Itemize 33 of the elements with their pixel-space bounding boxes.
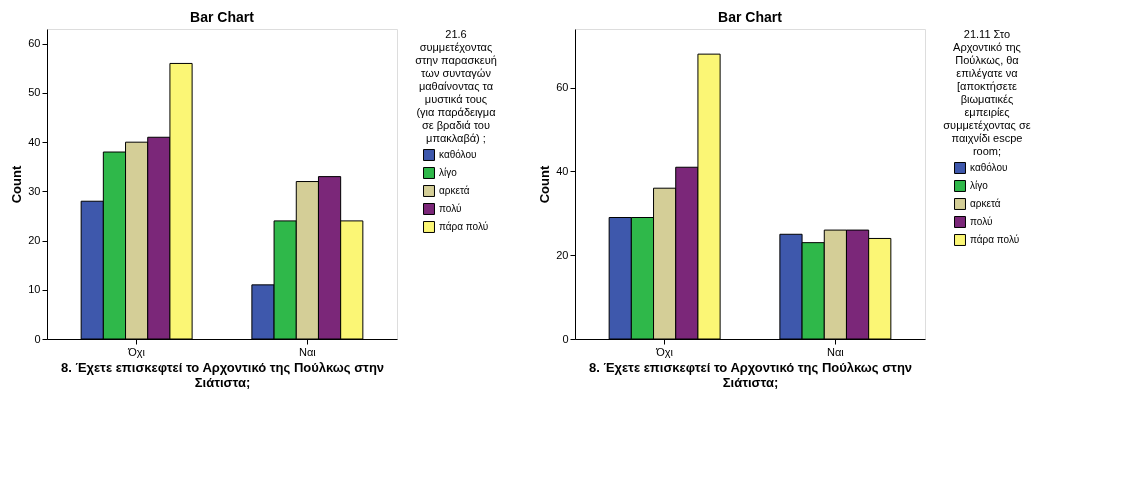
y-tick-label: 0: [34, 332, 41, 345]
x-axis-title: 8. Έχετε επισκεφτεί το Αρχοντικό της Πούλκως στην Σιάτιστα;: [588, 359, 913, 390]
y-tick-label: 20: [28, 234, 41, 247]
legend-label: πάρα πολύ: [970, 234, 1020, 245]
y-tick-label: 40: [556, 164, 569, 177]
legend-label: λίγο: [439, 167, 458, 178]
y-tick-label: 50: [28, 86, 41, 99]
legend-label: λίγο: [970, 180, 989, 191]
legend-label: πολύ: [970, 216, 993, 227]
text: 21.11 Στο Αρχοντικό της Πούλκως, θα επιλέγατε να [αποκτήσετε βιωματικές εμπειρίες συμμετέχοντας σε παιχνίδι escpe room;: [943, 28, 1031, 157]
x-tick-label: Ναι: [298, 345, 317, 358]
y-axis-title: Count: [537, 165, 553, 204]
legend-label: πολύ: [439, 203, 462, 214]
x-tick-label: Όχι: [655, 345, 674, 358]
x-axis-title: 8. Έχετε επισκεφτεί το Αρχοντικό της Πούλκως στην Σιάτιστα;: [60, 359, 385, 390]
y-tick-label: 60: [28, 37, 41, 50]
y-tick-label: 40: [28, 135, 41, 148]
y-tick-label: 60: [556, 81, 569, 94]
x-tick-label: Ναι: [826, 345, 845, 358]
legend-label: καθόλου: [970, 162, 1008, 173]
legend-label: αρκετά: [970, 198, 1001, 209]
y-tick-label: 30: [28, 184, 41, 197]
chart-title: Bar Chart: [190, 9, 255, 25]
chart-title: Bar Chart: [718, 9, 783, 25]
text: 21.6 συμμετέχοντας στην παρασκευή των συνταγών μαθαίνοντας τα μυστικά τους (για παράδειγμα σε βραδιά του μπακλαβά) ;: [415, 28, 497, 144]
y-tick-label: 0: [562, 332, 569, 345]
y-axis-title: Count: [9, 165, 25, 204]
legend-label: αρκετά: [439, 185, 470, 196]
y-tick-label: 20: [556, 248, 569, 261]
legend-label: πάρα πολύ: [439, 221, 489, 232]
x-tick-label: Όχι: [127, 345, 146, 358]
legend-label: καθόλου: [439, 149, 477, 160]
y-tick-label: 10: [28, 283, 41, 296]
